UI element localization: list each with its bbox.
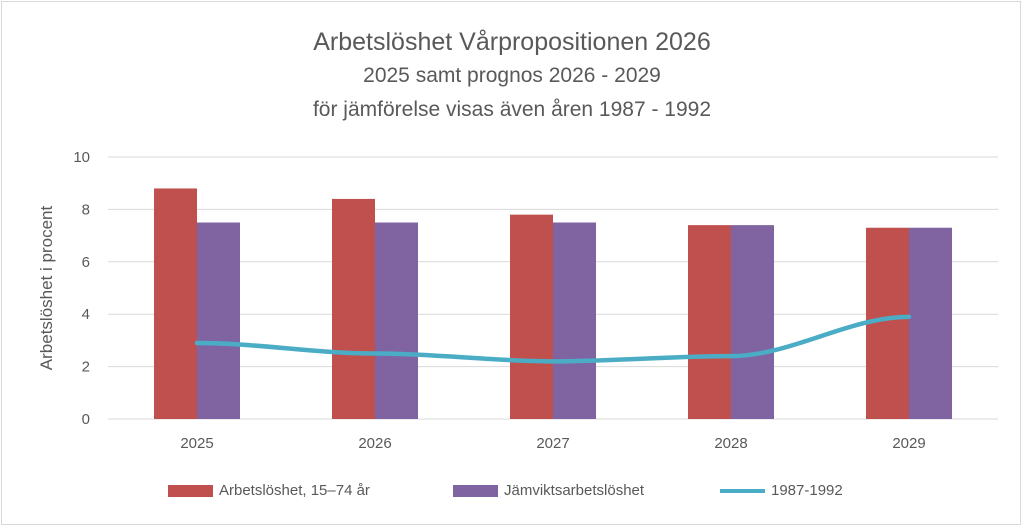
- legend-swatch: [168, 484, 213, 497]
- legend-item-arbetsloshet: Arbetslöshet, 15–74 år: [168, 482, 370, 499]
- y-tick-label: 0: [82, 411, 90, 428]
- x-tick-label: 2027: [536, 435, 569, 452]
- bar-jamvikt: [197, 222, 240, 419]
- bar-jamvikt: [553, 222, 596, 419]
- legend-label: 1987-1992: [771, 482, 843, 499]
- x-tick-label: 2026: [358, 435, 391, 452]
- y-axis-label: Arbetslöshet i procent: [37, 206, 56, 371]
- bar-arbetsloshet: [154, 188, 197, 419]
- y-tick-label: 4: [82, 306, 90, 323]
- y-tick-label: 6: [82, 254, 90, 271]
- x-tick-label: 2025: [180, 435, 213, 452]
- legend-label: Arbetslöshet, 15–74 år: [219, 482, 370, 499]
- legend-swatch: [453, 484, 498, 497]
- bar-arbetsloshet: [688, 225, 731, 419]
- legend-item-jamvikt: Jämviktsarbetslöshet: [453, 482, 644, 499]
- x-tick-label: 2028: [714, 435, 747, 452]
- y-tick-label: 2: [82, 359, 90, 376]
- x-tick-label: 2029: [892, 435, 925, 452]
- y-tick-label: 10: [73, 149, 90, 166]
- legend-line: [720, 488, 765, 493]
- chart-subtitle-1: 2025 samt prognos 2026 - 2029: [363, 64, 661, 87]
- bar-arbetsloshet: [332, 198, 375, 419]
- bar-arbetsloshet: [510, 214, 553, 419]
- bar-jamvikt: [375, 222, 418, 419]
- chart-subtitle-2: för jämförelse visas även åren 1987 - 19…: [312, 98, 712, 121]
- bar-arbetsloshet: [866, 227, 909, 419]
- legend-item-1987-1992: 1987-1992: [720, 482, 843, 499]
- bar-jamvikt: [909, 227, 952, 419]
- y-tick-label: 8: [82, 201, 90, 218]
- legend-label: Jämviktsarbetslöshet: [504, 482, 645, 499]
- chart-title: Arbetslöshet Vårpropositionen 2026: [313, 28, 711, 56]
- bar-jamvikt: [731, 225, 774, 419]
